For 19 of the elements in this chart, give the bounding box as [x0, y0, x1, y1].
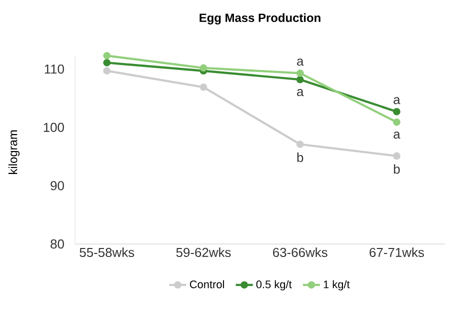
y-tick-label: 110 [44, 64, 64, 74]
legend-label: Control [190, 280, 224, 288]
x-tick-label: 63-66wks [273, 248, 328, 258]
y-tick-label: 100 [44, 122, 64, 132]
y-axis-title: kilogram [8, 130, 20, 174]
chart-title: Egg Mass Production [200, 13, 320, 24]
x-tick-label: 67-71wks [370, 248, 424, 258]
annotation: a [297, 89, 304, 96]
y-tick-label: 80 [50, 239, 64, 249]
x-tick-label: 55-58wks [80, 248, 134, 258]
annotation: b [394, 164, 400, 174]
y-tick-label: 90 [50, 181, 64, 190]
annotation: a [297, 58, 304, 66]
legend-label: 1 kg/t [324, 280, 350, 290]
x-tick-label: 59-62wks [176, 248, 231, 258]
annotation: a [394, 97, 400, 104]
legend-label: 0.5 kg/t [256, 280, 292, 290]
annotation: b [297, 152, 304, 162]
annotation: a [394, 132, 400, 139]
